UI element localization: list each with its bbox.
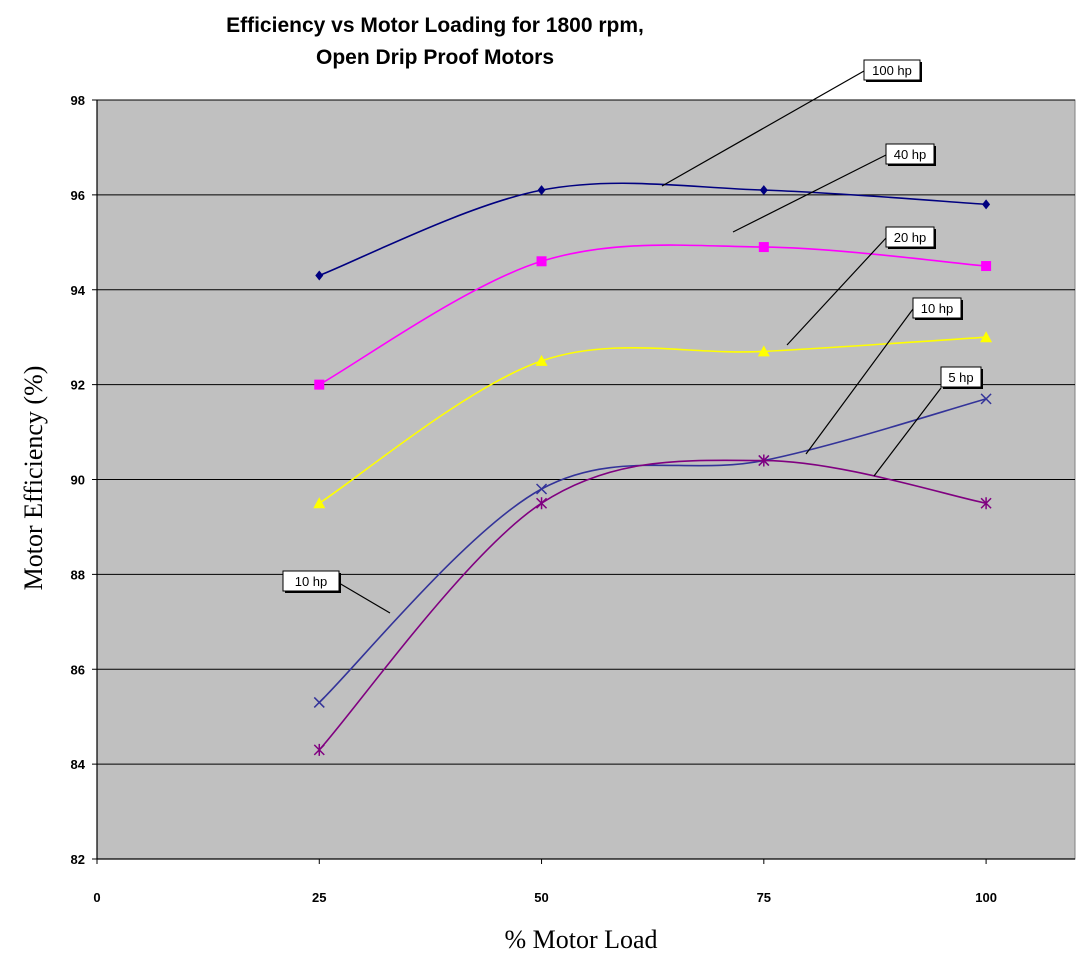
40-hp-point	[536, 256, 547, 267]
5-hp-point	[313, 743, 325, 756]
callout-leader-line	[661, 70, 865, 187]
20-hp-point	[313, 497, 326, 509]
10-hp-point	[980, 393, 992, 405]
x-tick-label: 25	[312, 890, 326, 905]
y-tick-label: 86	[71, 662, 85, 677]
40-hp-point	[758, 242, 769, 253]
series-line-100-hp	[318, 182, 987, 277]
y-axis-label: Motor Efficiency (%)	[19, 366, 48, 591]
y-tick-label: 84	[71, 757, 86, 772]
callout-label: 40 hp	[894, 147, 927, 162]
y-tick-label: 92	[71, 378, 85, 393]
40-hp-point	[314, 379, 325, 390]
callout-20-hp: 20 hp	[786, 226, 936, 346]
chart-title: Efficiency vs Motor Loading for 1800 rpm…	[226, 14, 644, 37]
20-hp-point	[757, 345, 770, 357]
callout-10-hp: 10 hp	[282, 570, 391, 614]
20-hp-point	[535, 354, 548, 366]
callout-leader-line	[338, 582, 391, 614]
series-line-40-hp	[318, 244, 987, 386]
x-axis-label: % Motor Load	[504, 925, 657, 954]
series-line-5-hp	[318, 459, 987, 751]
callout-leader-line	[805, 308, 914, 455]
10-hp-point	[536, 483, 548, 495]
callout-box	[940, 366, 982, 388]
x-tick-label: 75	[757, 890, 771, 905]
5-hp-point	[536, 497, 548, 510]
callout-leader-line	[786, 237, 887, 346]
40-hp-point	[981, 261, 992, 272]
callout-box	[885, 226, 935, 248]
5-hp-point	[758, 454, 770, 467]
callout-leader-line	[873, 387, 942, 477]
x-tick-label: 50	[534, 890, 548, 905]
callout-box	[885, 143, 935, 165]
x-tick-label: 0	[93, 890, 100, 905]
callout-box	[912, 297, 962, 319]
y-tick-label: 90	[71, 473, 85, 488]
100-hp-point	[315, 270, 324, 281]
y-tick-label: 88	[71, 567, 85, 582]
series-line-20-hp	[318, 336, 987, 504]
y-tick-label: 82	[71, 852, 85, 867]
x-tick-label: 100	[975, 890, 997, 905]
chart-subtitle: Open Drip Proof Motors	[316, 46, 554, 69]
callout-box	[863, 59, 921, 81]
callout-label: 100 hp	[872, 63, 912, 78]
callout-label: 5 hp	[948, 370, 973, 385]
100-hp-point	[982, 199, 991, 210]
y-tick-label: 94	[71, 283, 86, 298]
100-hp-point	[759, 185, 768, 196]
callout-10-hp: 10 hp	[805, 297, 963, 455]
callout-label: 10 hp	[921, 301, 954, 316]
callout-label: 10 hp	[295, 574, 328, 589]
callout-100-hp: 100 hp	[661, 59, 922, 187]
y-tick-label: 96	[71, 188, 85, 203]
callout-leader-line	[732, 154, 887, 233]
callout-5-hp: 5 hp	[873, 366, 983, 477]
100-hp-point	[537, 185, 546, 196]
callout-label: 20 hp	[894, 230, 927, 245]
y-tick-label: 98	[71, 93, 85, 108]
10-hp-point	[313, 696, 325, 708]
callout-box	[282, 570, 340, 592]
20-hp-point	[980, 331, 993, 343]
callout-40-hp: 40 hp	[732, 143, 936, 233]
5-hp-point	[980, 497, 992, 510]
